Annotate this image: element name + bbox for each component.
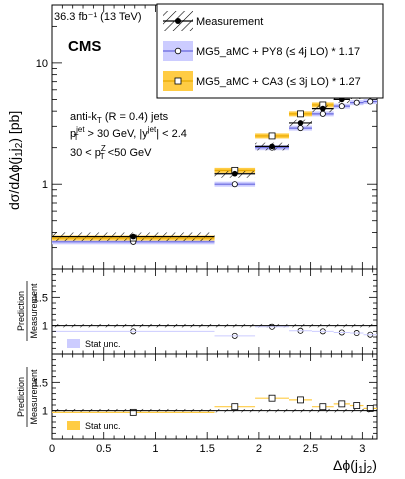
- x-tick-label: 3: [359, 443, 365, 455]
- legend-box: [156, 3, 384, 99]
- ratio2-ylabel-bottom: Measurement: [29, 369, 39, 425]
- ratio-panel-2-frame: [51, 353, 378, 440]
- ratio2-ylabel-top: Prediction: [16, 377, 26, 417]
- measurement-point-bin-1: [231, 170, 238, 177]
- ratio1-ylabel-bottom: Measurement: [29, 283, 39, 339]
- x-tick-label: 2.5: [303, 443, 318, 455]
- py8-point-bin-7: [367, 98, 374, 105]
- ratio1-stat-swatch: [67, 339, 80, 348]
- py8-point-bin-3: [297, 125, 304, 132]
- main-y-axis-label: dσ/dΔϕ(j1j2) [pb]: [6, 111, 25, 210]
- x-tick-label: 0: [49, 443, 55, 455]
- ca3-point-bin-2: [268, 132, 276, 140]
- ratio1-ylabel-top: Prediction: [16, 291, 26, 331]
- y-tick-label-main: 1: [42, 179, 48, 191]
- ratio2-point-bin-7: [366, 404, 374, 412]
- y-tick-label-main: 10: [36, 58, 48, 70]
- measurement-point-bin-0: [130, 233, 137, 240]
- py8-point-bin-4: [319, 110, 326, 117]
- ratio-panel-2-ylabel: Prediction Measurement: [16, 367, 39, 427]
- x-tick-label: 1.5: [200, 443, 215, 455]
- ratio2-stat-label: Stat unc.: [85, 421, 121, 431]
- ratio2-point-bin-5: [338, 400, 346, 408]
- y-tick-label-ratio: 1: [42, 406, 48, 418]
- measurement-point-bin-4: [320, 105, 326, 112]
- ratio-panel-2-marks: [52, 394, 377, 416]
- ratio-panel-1-marks: [52, 323, 377, 339]
- ratio2-stat-swatch: [67, 421, 80, 430]
- ratio2-point-bin-4: [319, 403, 327, 411]
- y-tick-label-ratio: 1.5: [33, 377, 48, 389]
- ratio-panel-1-ylabel: Prediction Measurement: [16, 281, 39, 341]
- main-uncertainty-bands: [52, 88, 377, 245]
- py8-point-bin-1: [231, 181, 238, 188]
- ratio1-stat-label: Stat unc.: [85, 339, 121, 349]
- experiment-label: CMS: [68, 38, 101, 55]
- legend: Measurement MG5_aMC + PY8 (≤ 4j LO) * 1.…: [156, 3, 384, 99]
- legend-py8-label: MG5_aMC + PY8 (≤ 4j LO) * 1.17: [196, 46, 360, 58]
- jet-algorithm-label: anti-kT (R = 0.4) jets: [70, 111, 169, 125]
- ratio2-point-bin-1: [231, 403, 239, 411]
- x-tick-label: 0.5: [96, 443, 111, 455]
- x-tick-label: 2: [256, 443, 262, 455]
- ratio2-point-bin-3: [297, 396, 304, 404]
- measurement-point-bin-3: [297, 120, 304, 126]
- py8-point-bin-5: [338, 103, 345, 110]
- ca3-point-bin-3: [297, 110, 304, 118]
- ratio2-point-bin-6: [353, 402, 361, 409]
- legend-measurement-label: Measurement: [196, 16, 263, 28]
- measurement-point-bin-2: [269, 143, 275, 150]
- jet-selection-label: pjet T > 30 GeV, |yjet| < 2.4: [70, 125, 187, 142]
- x-axis-label: Δϕ(j1j2): [333, 457, 377, 476]
- lumi-label: 36.3 fb⁻¹ (13 TeV): [54, 11, 142, 23]
- y-tick-label-ratio: 1.5: [33, 292, 48, 304]
- y-tick-label-ratio: 1: [42, 321, 48, 333]
- z-pt-selection-label: 30 < pZ T <50 GeV: [70, 144, 152, 161]
- legend-ca3-label: MG5_aMC + CA3 (≤ 3j LO) * 1.27: [196, 76, 361, 88]
- py8-point-bin-6: [353, 99, 360, 106]
- ratio2-point-bin-2: [268, 394, 276, 402]
- x-tick-label: 1: [152, 443, 158, 455]
- ratio2-point-bin-0: [129, 408, 137, 416]
